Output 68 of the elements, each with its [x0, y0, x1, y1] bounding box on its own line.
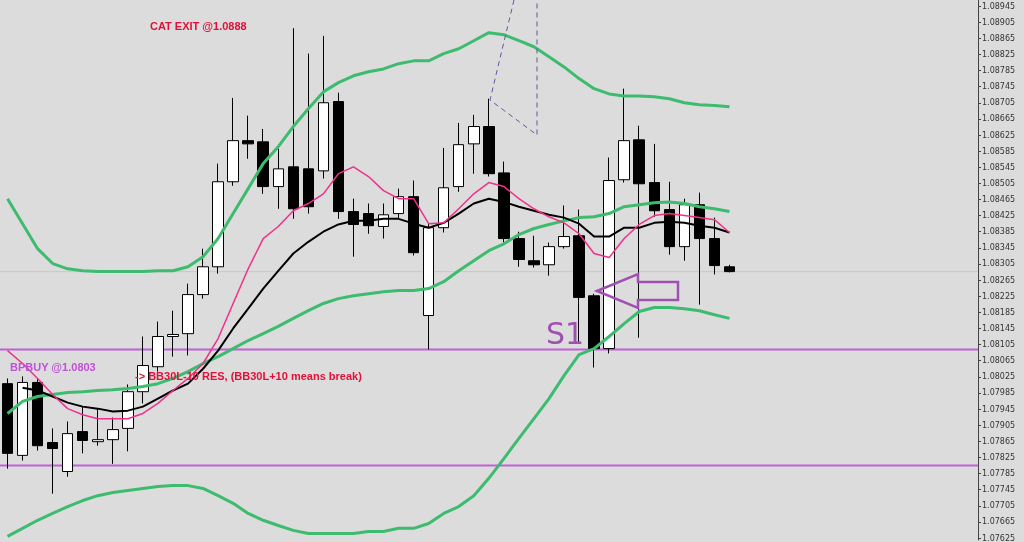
y-tick-label: 1.08865	[982, 33, 1016, 43]
y-tick-label: 1.08585	[982, 146, 1016, 156]
candlestick	[242, 115, 254, 160]
y-tick-label: 1.07825	[982, 452, 1016, 462]
y-tick-label: 1.08465	[982, 194, 1016, 204]
y-tick-label: 1.08305	[982, 259, 1016, 269]
candlestick	[453, 122, 464, 193]
candlestick	[273, 148, 284, 210]
annotation: CAT EXIT @1.0888	[150, 19, 247, 32]
y-tick-label: 1.07705	[982, 501, 1016, 511]
candlestick	[649, 143, 660, 218]
y-tick-label: 1.07865	[982, 436, 1016, 446]
y-tick-label: 1.08185	[982, 307, 1016, 317]
candlestick	[528, 235, 540, 269]
y-tick-label: 1.07625	[982, 533, 1016, 542]
y-tick-label: 1.07905	[982, 420, 1016, 430]
candlestick	[318, 35, 329, 180]
candlestick	[618, 88, 630, 184]
y-tick-label: 1.07785	[982, 469, 1016, 479]
y-tick-label: 1.08385	[982, 227, 1016, 237]
candlestick	[212, 163, 224, 275]
y-tick-label: 1.08785	[982, 66, 1016, 76]
candlestick	[167, 310, 179, 358]
candlestick	[303, 53, 314, 215]
candlestick	[182, 283, 194, 356]
y-tick-label: 1.08065	[982, 356, 1016, 366]
y-tick-label: 1.08545	[982, 162, 1016, 172]
y-tick-label: 1.08665	[982, 114, 1016, 124]
y-tick-label: 1.08425	[982, 211, 1016, 221]
candlestick	[483, 98, 495, 178]
candlestick	[227, 97, 239, 187]
y-tick-label: 1.08825	[982, 49, 1016, 59]
y-tick-label: 1.08745	[982, 82, 1016, 92]
y-tick-label: 1.08025	[982, 372, 1016, 382]
candlestick	[513, 231, 525, 268]
y-tick-label: 1.08945	[982, 1, 1016, 11]
y-tick-label: 1.08105	[982, 340, 1016, 350]
candlestick	[2, 377, 13, 470]
candlestick	[543, 242, 555, 277]
candlestick	[724, 264, 735, 273]
y-tick-label: 1.08265	[982, 275, 1016, 285]
y-tick-label: 1.08625	[982, 130, 1016, 140]
candlestick	[709, 217, 720, 275]
y-tick-label: 1.08905	[982, 17, 1016, 27]
candlestick	[107, 417, 119, 465]
candlestick	[62, 421, 73, 478]
line-series	[6, 166, 731, 420]
y-tick-label: 1.07945	[982, 404, 1016, 414]
candlestick	[468, 114, 480, 175]
y-tick-label: 1.08345	[982, 243, 1016, 253]
y-tick-label: 1.07985	[982, 388, 1016, 398]
candlestick	[558, 205, 570, 250]
candlestick	[152, 321, 164, 373]
line-series	[6, 305, 731, 538]
candlestick	[47, 427, 58, 495]
candlestick	[333, 92, 344, 220]
candlestick	[363, 203, 374, 235]
y-tick-label: 1.08705	[982, 98, 1016, 108]
candlestick	[588, 293, 600, 369]
candlestick	[423, 223, 434, 350]
line-series	[6, 31, 731, 274]
y-tick-label: 1.08225	[982, 291, 1016, 301]
y-tick-label: 1.07745	[982, 485, 1016, 495]
candlestick	[197, 248, 209, 300]
y-tick-label: 1.08505	[982, 178, 1016, 188]
candlestick	[288, 27, 299, 220]
y-tick-label: 1.08145	[982, 323, 1016, 333]
y-tick-label: 1.07665	[982, 517, 1016, 527]
